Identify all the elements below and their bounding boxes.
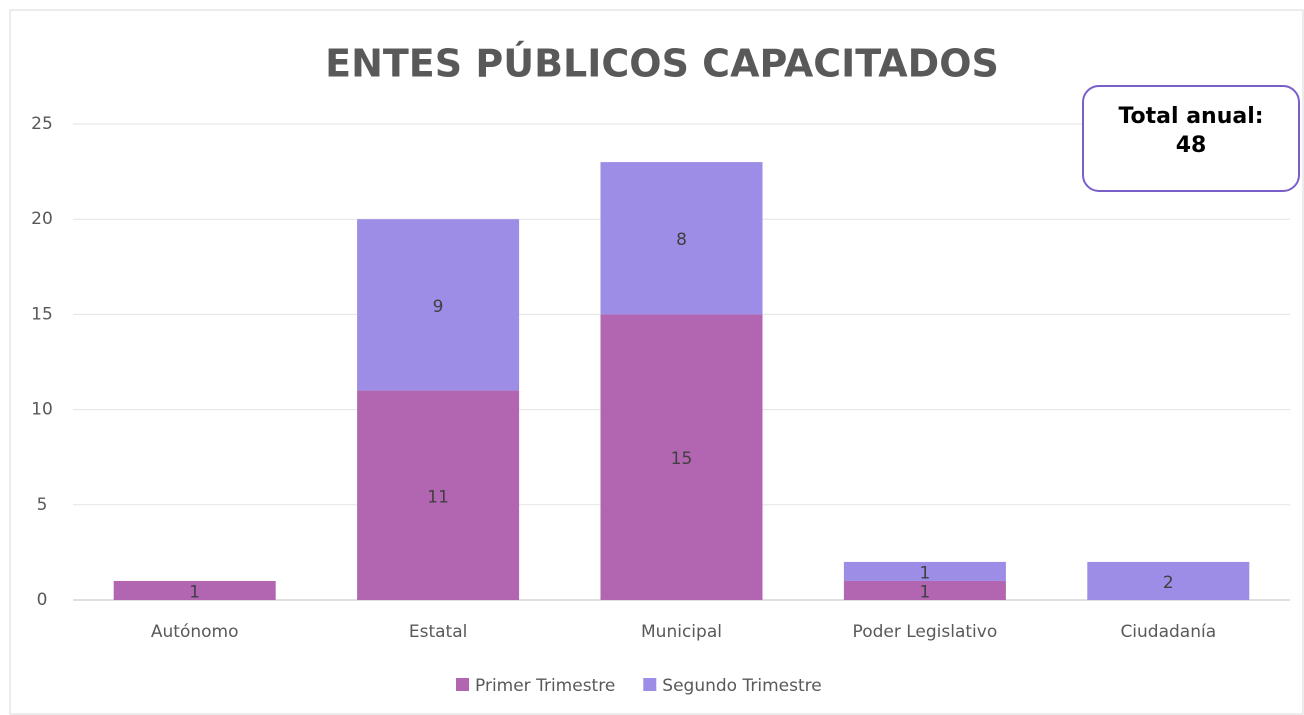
annotation-box (1082, 85, 1300, 192)
bar-segment (843, 561, 1006, 581)
bar-segment (113, 580, 276, 600)
y-tick-label: 5 (37, 495, 48, 515)
legend-label: Primer Trimestre (475, 676, 615, 696)
legend-label: Segundo Trimestre (662, 676, 821, 696)
bar-segment (600, 162, 763, 315)
data-label: 11 (427, 487, 449, 507)
legend-swatch (643, 678, 657, 691)
data-label: 1 (919, 563, 930, 583)
x-tick-label: Autónomo (151, 622, 239, 642)
y-tick-label: 10 (31, 400, 53, 420)
y-tick-label: 15 (31, 304, 53, 324)
y-tick-label: 20 (31, 209, 53, 229)
data-label: 9 (433, 297, 444, 317)
data-label: 1 (189, 582, 200, 602)
bar-segment (1087, 561, 1250, 600)
bar-segment (357, 219, 520, 391)
bar-segment (357, 390, 520, 600)
data-label: 2 (1163, 573, 1174, 593)
bar-segment (600, 314, 763, 600)
x-tick-label: Municipal (641, 622, 722, 642)
x-tick-label: Ciudadanía (1120, 622, 1216, 642)
legend-swatch (456, 678, 469, 691)
x-tick-label: Estatal (409, 622, 468, 642)
x-tick-label: Poder Legislativo (853, 622, 998, 642)
annotation-text: 48 (1176, 133, 1207, 158)
data-label: 8 (676, 230, 687, 250)
y-tick-label: 0 (37, 590, 48, 610)
data-label: 15 (671, 449, 693, 469)
y-tick-label: 25 (31, 114, 53, 134)
annotation-text: Total anual: (1118, 104, 1263, 129)
chart-title: ENTES PÚBLICOS CAPACITADOS (325, 42, 999, 86)
bar-segment (843, 580, 1006, 600)
data-label: 1 (919, 582, 930, 602)
